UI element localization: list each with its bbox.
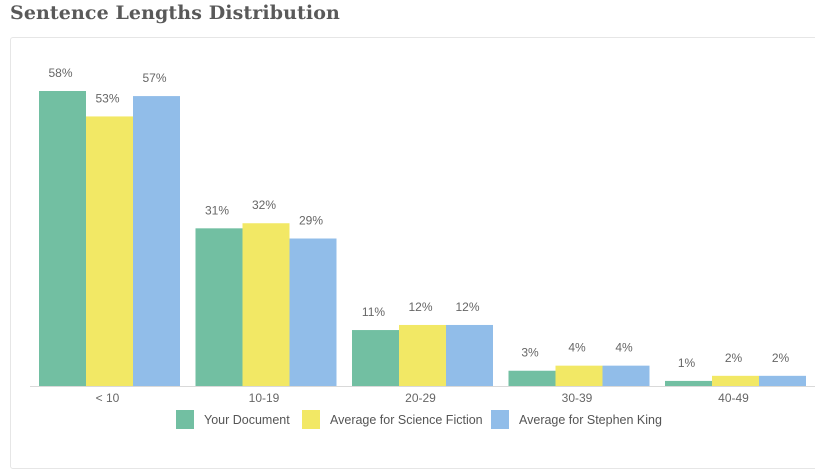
bar-1-4 — [508, 370, 556, 386]
data-label: 12% — [455, 300, 479, 314]
data-label: 4% — [615, 341, 633, 355]
x-tick-label: 20-29 — [405, 391, 436, 405]
bar-2-5 — [712, 375, 759, 386]
legend-swatch-3 — [491, 410, 509, 429]
data-label: 2% — [725, 351, 743, 365]
legend-label-3: Average for Stephen King — [519, 413, 662, 427]
legend-swatch-1 — [176, 410, 194, 429]
x-tick-label: 30-39 — [562, 391, 593, 405]
bar-3-4 — [602, 365, 650, 386]
bar-2-2 — [242, 223, 290, 386]
chart-title: Sentence Lengths Distribution — [10, 2, 340, 24]
x-tick-label: 40-49 — [718, 391, 749, 405]
data-label: 31% — [205, 203, 229, 217]
data-label: 2% — [772, 351, 790, 365]
data-label: 58% — [48, 66, 72, 80]
legend-label-1: Your Document — [204, 413, 290, 427]
data-label: 57% — [142, 71, 166, 85]
x-tick-label: 10-19 — [249, 391, 280, 405]
bar-3-1 — [133, 96, 180, 386]
bar-3-3 — [446, 324, 493, 386]
bar-2-3 — [399, 324, 446, 386]
data-label: 1% — [678, 356, 696, 370]
legend-swatch-2 — [302, 410, 320, 429]
bar-3-5 — [759, 375, 806, 386]
data-label: 11% — [362, 305, 385, 319]
x-tick-label: < 10 — [96, 391, 120, 405]
data-label: 32% — [252, 198, 276, 212]
legend-label-2: Average for Science Fiction — [330, 413, 483, 427]
bar-1-3 — [352, 330, 399, 386]
bar-2-1 — [86, 116, 133, 387]
data-label: 4% — [568, 341, 586, 355]
bar-chart: 58% 53% 57% < 10 31% 32% 29% 10-19 11% 12% 12% 20-2… — [30, 66, 815, 429]
bar-1-2 — [195, 228, 243, 386]
data-label: 29% — [299, 214, 323, 228]
bar-2-4 — [555, 365, 603, 386]
bar-1-5 — [665, 380, 712, 386]
bar-1-1 — [39, 91, 86, 386]
data-label: 53% — [95, 91, 119, 105]
data-label: 3% — [521, 346, 539, 360]
bar-3-2 — [289, 238, 337, 386]
data-label: 12% — [408, 300, 432, 314]
